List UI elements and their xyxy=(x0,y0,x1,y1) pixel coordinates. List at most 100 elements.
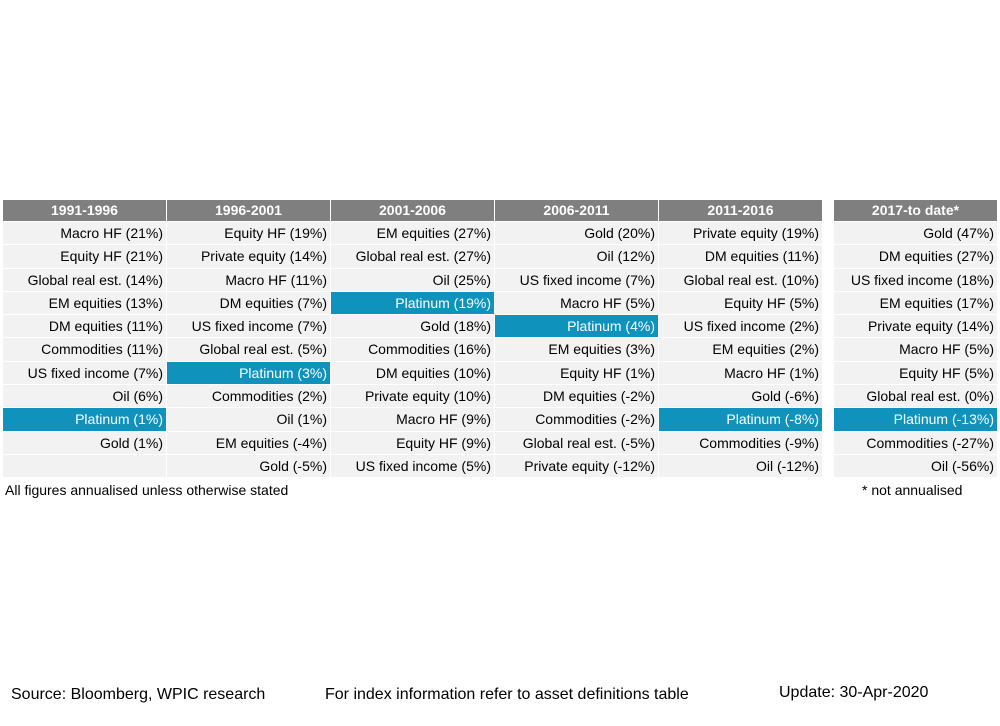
asset-return-cell: Macro HF (1%) xyxy=(659,361,822,385)
asset-return-cell: Equity HF (9%) xyxy=(331,431,494,454)
index-info-text: For index information refer to asset def… xyxy=(325,686,689,703)
asset-return-cell: Platinum (-8%) xyxy=(659,408,822,431)
asset-return-cell: Equity HF (5%) xyxy=(659,291,822,315)
asset-return-cell: Platinum (1%) xyxy=(3,408,166,431)
asset-return-cell: DM equities (11%) xyxy=(3,315,166,338)
ytd-return-cell: DM equities (27%) xyxy=(834,245,997,268)
asset-return-cell: Macro HF (9%) xyxy=(331,408,494,431)
ytd-header: 2017-to date* xyxy=(834,200,997,221)
asset-return-cell: Private equity (19%) xyxy=(659,222,822,245)
ytd-table-row: Global real est. (0%) xyxy=(834,384,997,408)
table-row: Commodities (11%) Global real est. (5%) Co… xyxy=(3,337,822,361)
asset-return-cell: US fixed income (5%) xyxy=(331,454,494,478)
period-header: 1996-2001 xyxy=(167,200,330,221)
asset-return-cell: Gold (-6%) xyxy=(659,385,822,408)
asset-return-cell: EM equities (-4%) xyxy=(167,431,330,454)
source-text: Source: Bloomberg, WPIC research xyxy=(11,686,266,703)
asset-return-cell: Oil (12%) xyxy=(495,245,658,268)
asset-return-cell: US fixed income (2%) xyxy=(659,315,822,338)
period-header: 2011-2016 xyxy=(659,200,822,221)
ytd-table-row: Platinum (-13%) xyxy=(834,407,997,431)
ytd-table-row: Private equity (14%) xyxy=(834,314,997,338)
asset-return-cell: Oil (6%) xyxy=(3,385,166,408)
asset-return-cell: Platinum (4%) xyxy=(495,315,658,338)
ytd-table-row: EM equities (17%) xyxy=(834,291,997,315)
period-header: 2006-2011 xyxy=(495,200,658,221)
ytd-table-row: DM equities (27%) xyxy=(834,244,997,268)
empty-cell xyxy=(3,454,166,478)
asset-return-cell: US fixed income (7%) xyxy=(495,268,658,291)
asset-return-cell: Platinum (3%) xyxy=(167,361,330,385)
asset-return-cell: Macro HF (5%) xyxy=(495,291,658,315)
table-row: Platinum (1%) Oil (1%) Macro HF (9%) Commod… xyxy=(3,407,822,431)
annualised-note: All figures annualised unless otherwise … xyxy=(5,482,289,498)
period-header: 2001-2006 xyxy=(331,200,494,221)
asset-return-cell: Macro HF (21%) xyxy=(3,222,166,245)
asset-return-cell: Commodities (-9%) xyxy=(659,431,822,454)
table-row: EM equities (13%) DM equities (7%) Platinu… xyxy=(3,291,822,315)
update-date: Update: 30-Apr-2020 xyxy=(779,684,929,701)
ytd-return-cell: Private equity (14%) xyxy=(834,315,997,338)
asset-return-cell: Commodities (11%) xyxy=(3,338,166,361)
ytd-return-cell: Macro HF (5%) xyxy=(834,338,997,361)
asset-return-cell: Global real est. (-5%) xyxy=(495,431,658,454)
ytd-return-cell: EM equities (17%) xyxy=(834,291,997,315)
asset-return-cell: Platinum (19%) xyxy=(331,291,494,315)
table-row: Equity HF (21%) Private equity (14%) Globa… xyxy=(3,244,822,268)
asset-return-cell: DM equities (10%) xyxy=(331,361,494,385)
asset-return-cell: Commodities (-2%) xyxy=(495,408,658,431)
asset-return-cell: Macro HF (11%) xyxy=(167,268,330,291)
ytd-table-row: Gold (47%) xyxy=(834,221,997,245)
ytd-return-cell: Gold (47%) xyxy=(834,222,997,245)
asset-return-cell: Oil (-12%) xyxy=(659,454,822,478)
returns-table: 1991-1996 1996-2001 2001-2006 2006-2011 2011… xyxy=(3,200,822,478)
ytd-return-cell: Commodities (-27%) xyxy=(834,431,997,454)
asset-return-cell: Global real est. (14%) xyxy=(3,268,166,291)
asset-return-cell: Oil (25%) xyxy=(331,268,494,291)
asset-return-cell: Commodities (2%) xyxy=(167,385,330,408)
asset-return-cell: Equity HF (1%) xyxy=(495,361,658,385)
asset-return-cell: EM equities (13%) xyxy=(3,291,166,315)
asset-return-cell: Global real est. (5%) xyxy=(167,338,330,361)
table-body: Macro HF (21%) Equity HF (19%) EM equities… xyxy=(3,221,822,478)
period-header: 1991-1996 xyxy=(3,200,166,221)
asset-return-cell: Commodities (16%) xyxy=(331,338,494,361)
table-row: Oil (6%) Commodities (2%) Private equity (… xyxy=(3,384,822,408)
table-row: DM equities (11%) US fixed income (7%) Gol… xyxy=(3,314,822,338)
asset-return-cell: Private equity (14%) xyxy=(167,245,330,268)
ytd-table-row: Macro HF (5%) xyxy=(834,337,997,361)
table-header-row: 1991-1996 1996-2001 2001-2006 2006-2011 2011… xyxy=(3,200,822,221)
ytd-table-row: Oil (-56%) xyxy=(834,454,997,478)
ytd-return-cell: US fixed income (18%) xyxy=(834,268,997,291)
asset-return-cell: Global real est. (10%) xyxy=(659,268,822,291)
asset-return-cell: EM equities (27%) xyxy=(331,222,494,245)
asset-return-cell: Private equity (-12%) xyxy=(495,454,658,478)
asset-return-cell: Gold (20%) xyxy=(495,222,658,245)
asset-return-cell: Private equity (10%) xyxy=(331,385,494,408)
asset-return-cell: US fixed income (7%) xyxy=(3,361,166,385)
asset-return-cell: DM equities (-2%) xyxy=(495,385,658,408)
table-row: Gold (-5%) US fixed income (5%) Private eq… xyxy=(3,454,822,478)
ytd-header-row: 2017-to date* xyxy=(834,200,997,221)
asset-return-cell: US fixed income (7%) xyxy=(167,315,330,338)
asset-return-cell: DM equities (11%) xyxy=(659,245,822,268)
ytd-table-row: Commodities (-27%) xyxy=(834,431,997,454)
asset-return-cell: Oil (1%) xyxy=(167,408,330,431)
table-row: Global real est. (14%) Macro HF (11%) Oil … xyxy=(3,268,822,291)
table-row: Macro HF (21%) Equity HF (19%) EM equities… xyxy=(3,221,822,245)
asset-return-cell: Equity HF (21%) xyxy=(3,245,166,268)
asset-return-cell: EM equities (2%) xyxy=(659,338,822,361)
asset-return-cell: Gold (18%) xyxy=(331,315,494,338)
asset-return-cell: Equity HF (19%) xyxy=(167,222,330,245)
table-row: US fixed income (7%) Platinum (3%) DM equi… xyxy=(3,361,822,385)
ytd-return-cell: Equity HF (5%) xyxy=(834,361,997,385)
ytd-table-row: US fixed income (18%) xyxy=(834,268,997,291)
ytd-return-cell: Global real est. (0%) xyxy=(834,385,997,408)
table-row: Gold (1%) EM equities (-4%) Equity HF (9%)… xyxy=(3,431,822,454)
ytd-table-row: Equity HF (5%) xyxy=(834,361,997,385)
not-annualised-note: * not annualised xyxy=(862,482,963,498)
ytd-table: 2017-to date* Gold (47%) DM equities (27%… xyxy=(834,200,997,478)
ytd-return-cell: Oil (-56%) xyxy=(834,454,997,478)
asset-return-cell: Global real est. (27%) xyxy=(331,245,494,268)
asset-return-cell: Gold (-5%) xyxy=(167,454,330,478)
